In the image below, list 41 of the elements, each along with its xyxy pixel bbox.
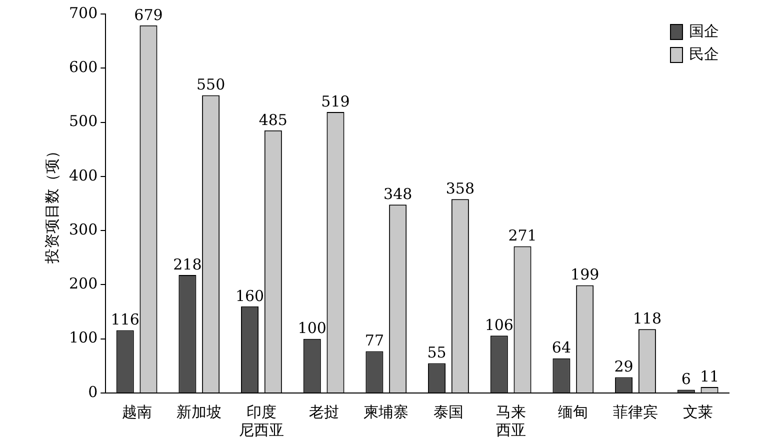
x-tick-label: 文莱 xyxy=(682,402,713,421)
data-label: 29 xyxy=(614,358,634,376)
data-label: 77 xyxy=(364,332,384,350)
data-label: 106 xyxy=(484,316,514,334)
data-label: 6 xyxy=(681,370,691,388)
data-label: 679 xyxy=(134,6,163,24)
data-label: 485 xyxy=(258,110,288,129)
y-tick-label: 100 xyxy=(68,328,98,347)
x-tick-label: 越南 xyxy=(122,402,152,421)
data-label: 348 xyxy=(384,184,412,203)
y-axis-title: 投资项目数（项） xyxy=(42,144,61,264)
y-tick-label: 600 xyxy=(68,58,98,76)
data-label: 116 xyxy=(110,310,140,329)
y-tick-label: 700 xyxy=(68,4,98,22)
x-tick-label: 菲律宾 xyxy=(612,402,658,421)
x-tick-label: 印度尼西亚 xyxy=(238,402,284,439)
data-label: 11 xyxy=(700,367,720,386)
data-label: 160 xyxy=(235,286,264,305)
data-label: 271 xyxy=(508,226,537,245)
data-label: 218 xyxy=(173,255,202,274)
x-tick-label: 缅甸 xyxy=(558,402,588,421)
y-tick-label: 300 xyxy=(68,220,98,238)
y-tick-label: 400 xyxy=(68,166,98,184)
x-tick-label: 马来西亚 xyxy=(496,402,526,439)
data-label: 118 xyxy=(632,310,662,328)
data-label: 550 xyxy=(196,76,226,94)
x-tick-label: 老挝 xyxy=(308,402,339,421)
y-tick-label: 0 xyxy=(88,382,98,401)
data-label: 55 xyxy=(427,344,446,362)
data-label: 519 xyxy=(321,92,350,110)
legend-label: 民企 xyxy=(689,45,719,64)
x-tick-label: 新加坡 xyxy=(176,402,222,421)
data-label: 199 xyxy=(570,266,600,284)
data-label: 358 xyxy=(446,180,474,198)
y-tick-label: 500 xyxy=(68,112,98,130)
x-tick-label: 泰国 xyxy=(433,402,464,421)
data-label: 100 xyxy=(298,319,326,338)
x-tick-label: 柬埔寨 xyxy=(364,402,409,421)
y-tick-label: 200 xyxy=(68,274,98,293)
data-label: 64 xyxy=(552,338,572,357)
legend-label: 国企 xyxy=(689,22,719,41)
